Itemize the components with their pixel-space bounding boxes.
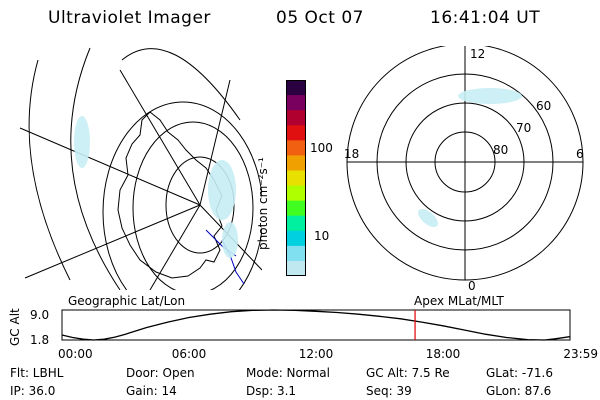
colorbar-band (286, 200, 306, 217)
info-seq: Seq: 39 (366, 384, 412, 398)
colorbar (286, 80, 306, 277)
info-mode: Mode: Normal (246, 366, 330, 380)
lon-line-2 (24, 204, 201, 279)
lat-circle-left (70, 47, 121, 290)
info-door: Door: Open (126, 366, 195, 380)
alt-xtick-label: 23:59 (563, 347, 598, 361)
polar-plot: 12 18 6 0 60 70 80 (344, 46, 584, 293)
colorbar-tick-10: 10 (314, 229, 330, 243)
lat-circle-outer-left (28, 59, 71, 281)
info-glon: GLon: 87.6 (486, 384, 552, 398)
lat-circle-2 (132, 121, 254, 290)
emission-patch-1 (74, 116, 90, 168)
alt-xtick-label: 12:00 (299, 347, 334, 361)
colorbar-band (286, 95, 306, 111)
mlat-label-80: 80 (493, 143, 508, 157)
polar-plot-label: Apex MLat/MLT (414, 294, 504, 308)
colorbar-band (286, 110, 306, 126)
colorbar-band (286, 245, 306, 262)
alt-xtick-label: 06:00 (172, 347, 207, 361)
info-filter: Flt: LBHL (10, 366, 64, 380)
colorbar-band (286, 185, 306, 202)
colorbar-band (286, 155, 306, 171)
geographic-map (19, 47, 262, 290)
info-ip: IP: 36.0 (10, 384, 56, 398)
altitude-chart-frame (61, 309, 571, 341)
date-label: 05 Oct 07 (276, 8, 364, 28)
mlat-label-60: 60 (536, 99, 551, 113)
mlt-label-12: 12 (470, 47, 485, 61)
colorbar-band (286, 215, 306, 232)
colorbar-gradient (286, 80, 306, 277)
info-glat: GLat: -71.6 (486, 366, 553, 380)
colorbar-band (286, 80, 306, 96)
altitude-chart: 9.0 1.8 00:00 06:00 12:00 18:00 23:59 (30, 308, 598, 361)
mlt-label-18: 18 (344, 147, 359, 161)
info-gc-alt: GC Alt: 7.5 Re (366, 366, 450, 380)
app-title: Ultraviolet Imager (48, 8, 211, 28)
colorbar-band (286, 125, 306, 141)
info-gain: Gain: 14 (126, 384, 177, 398)
emission-patch-3 (222, 222, 238, 258)
altitude-line (61, 309, 570, 341)
colorbar-tick-100: 100 (310, 141, 333, 155)
polar-emission-1 (458, 88, 522, 104)
info-dsp: Dsp: 3.1 (246, 384, 297, 398)
mlt-label-6: 6 (576, 147, 584, 161)
mlt-label-0: 0 (468, 279, 476, 293)
alt-xtick-label: 18:00 (426, 347, 461, 361)
colorbar-band (286, 230, 306, 247)
geo-map-label: Geographic Lat/Lon (68, 294, 186, 308)
lon-line-5 (199, 79, 231, 206)
colorbar-band (286, 170, 306, 187)
lon-line-3 (149, 204, 201, 290)
emission-patch-2 (208, 160, 236, 220)
time-label: 16:41:04 UT (430, 8, 541, 28)
alt-xtick-label: 00:00 (58, 347, 93, 361)
mlat-label-70: 70 (516, 121, 531, 135)
alt-ytick-high: 9.0 (30, 308, 49, 322)
alt-ytick-low: 1.8 (30, 333, 49, 347)
lat-circle-1 (102, 101, 262, 290)
lat-circle-top (121, 48, 241, 121)
coastline (117, 111, 223, 279)
colorbar-band (286, 140, 306, 156)
polar-emission-2 (418, 209, 438, 227)
colorbar-unit-label: photon cm⁻²s⁻¹ (256, 157, 270, 250)
colorbar-band (286, 260, 306, 277)
lon-line-1 (19, 127, 201, 206)
colorbar-frame (286, 80, 306, 276)
lon-line-4 (119, 69, 201, 206)
